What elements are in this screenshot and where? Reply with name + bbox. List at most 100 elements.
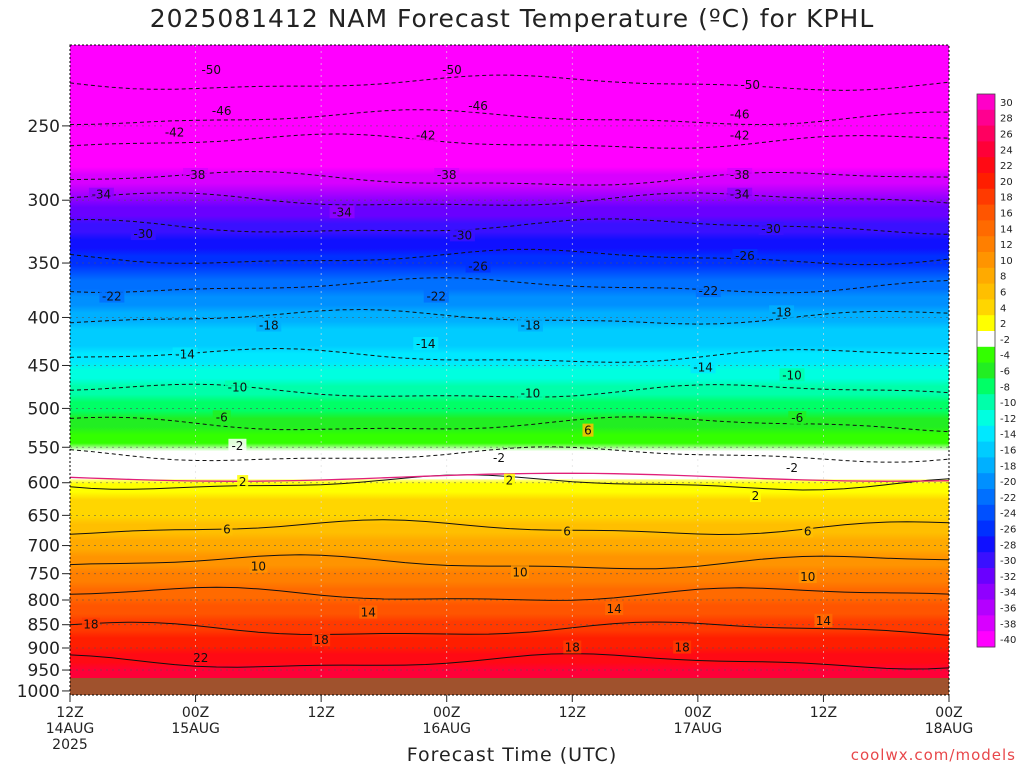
contour-label-bg xyxy=(81,617,100,631)
contour-label: -22 xyxy=(699,284,719,298)
contour-label-bg xyxy=(198,63,224,77)
contour-label-bg xyxy=(221,522,233,536)
y-tick-label: 250 xyxy=(28,117,60,137)
colorbar-swatch xyxy=(977,236,995,253)
colorbar-swatch xyxy=(977,504,995,522)
contour-label: -42 xyxy=(416,129,436,143)
contour-label-bg xyxy=(727,167,753,181)
contour-label-bg xyxy=(727,128,753,142)
contour-label: 2 xyxy=(752,489,760,503)
colorbar-label: -32 xyxy=(1000,572,1016,583)
colorbar-label: 8 xyxy=(1000,272,1006,283)
colorbar-swatch xyxy=(977,299,995,316)
colorbar-label: -34 xyxy=(1000,588,1016,599)
colorbar-swatch xyxy=(977,252,995,269)
y-tick-label: 1000 xyxy=(17,682,60,702)
contour-label: -34 xyxy=(730,188,750,202)
contour-label-bg xyxy=(582,423,594,437)
contour-label: 2 xyxy=(239,475,247,489)
contour-label-bg xyxy=(256,318,282,332)
x-tick-label: 12Z xyxy=(810,705,837,721)
x-tick-label: 12Z xyxy=(559,705,586,721)
colorbar-swatch xyxy=(977,283,995,300)
colorbar-swatch xyxy=(977,394,995,411)
colorbar-label: 4 xyxy=(1000,303,1006,314)
colorbar-label: -6 xyxy=(1000,367,1010,378)
colorbar-label: -38 xyxy=(1000,619,1016,630)
contour-label: -50 xyxy=(740,78,760,92)
colorbar-swatch xyxy=(977,188,995,206)
colorbar-label: 10 xyxy=(1000,256,1013,267)
contour-label: -2 xyxy=(493,451,505,465)
contour-label-bg xyxy=(439,63,465,77)
contour-label: 10 xyxy=(800,570,815,584)
colorbar-swatch xyxy=(977,331,995,348)
colorbar-label: -14 xyxy=(1000,430,1016,441)
x-tick-label: 16AUG xyxy=(422,721,471,737)
contour-label: -38 xyxy=(186,168,206,182)
colorbar-label: -8 xyxy=(1000,382,1010,393)
colorbar-label: -16 xyxy=(1000,446,1016,457)
x-tick-label: 00Z xyxy=(935,705,962,721)
colorbar-label: -18 xyxy=(1000,461,1016,472)
contour-label: 14 xyxy=(816,614,831,628)
temperature-field xyxy=(70,45,949,695)
y-tick-label: 700 xyxy=(28,537,60,557)
contour-label: 6 xyxy=(223,523,231,537)
colorbar-swatch xyxy=(977,346,995,364)
contour-label-bg xyxy=(779,368,805,382)
contour-label-bg xyxy=(423,289,449,303)
contour-label: -50 xyxy=(201,63,221,77)
contour-label-bg xyxy=(130,227,156,241)
contour-label: 14 xyxy=(361,606,376,620)
y-tick-label: 900 xyxy=(28,639,60,659)
y-tick-label: 950 xyxy=(28,661,60,681)
y-tick-label: 300 xyxy=(28,191,60,211)
contour-label: -42 xyxy=(730,129,750,143)
contour-label-bg xyxy=(99,289,125,303)
colorbar-label: -24 xyxy=(1000,509,1016,520)
contour-label: -22 xyxy=(426,290,446,304)
x-tick-label: 12Z xyxy=(307,705,334,721)
contour-label: -22 xyxy=(102,290,122,304)
colorbar-swatch xyxy=(977,267,995,285)
contour-label: -6 xyxy=(216,410,228,424)
y-tick-label: 650 xyxy=(28,506,60,526)
colorbar-swatch xyxy=(977,141,995,158)
y-tick-label: 600 xyxy=(28,474,60,494)
colorbar-swatch xyxy=(977,220,995,237)
colorbar-label: 30 xyxy=(1000,98,1013,109)
contour-label: -2 xyxy=(786,461,798,475)
contour-label: -14 xyxy=(175,347,195,361)
contour-label: 14 xyxy=(607,602,622,616)
colorbar-label: -26 xyxy=(1000,525,1016,536)
y-tick-label: 750 xyxy=(28,565,60,585)
colorbar-label: -30 xyxy=(1000,556,1016,567)
contour-label-bg xyxy=(228,438,247,452)
colorbar-label: 24 xyxy=(1000,145,1013,156)
colorbar-swatch xyxy=(977,362,995,379)
contour-label-bg xyxy=(517,318,543,332)
contour-label-bg xyxy=(732,248,758,262)
contour-label-bg xyxy=(788,411,807,425)
y-axis-ticks: 250 300 350 400 450 500 550 600 650 700 750 800 850 9… xyxy=(17,117,70,702)
contour-label-bg xyxy=(413,337,439,351)
y-tick-label: 550 xyxy=(28,438,60,458)
contour-label: -26 xyxy=(735,249,755,263)
x-tick-label: 00Z xyxy=(684,705,711,721)
contour-label: 18 xyxy=(83,618,98,632)
colorbar-swatch xyxy=(977,125,995,142)
contour-label-bg xyxy=(783,461,802,475)
contour-label-bg xyxy=(434,167,460,181)
contour-label: 18 xyxy=(565,641,580,655)
contour-label: -38 xyxy=(437,168,457,182)
contour-label: 18 xyxy=(675,641,690,655)
contour-label: -42 xyxy=(165,125,185,139)
y-tick-label: 800 xyxy=(28,591,60,611)
x-tick-label: 17AUG xyxy=(674,721,723,737)
colorbar-label: -40 xyxy=(1000,635,1016,646)
colorbar-swatch xyxy=(977,489,995,506)
contour-label: -30 xyxy=(761,222,781,236)
contour-label-bg xyxy=(749,489,761,503)
